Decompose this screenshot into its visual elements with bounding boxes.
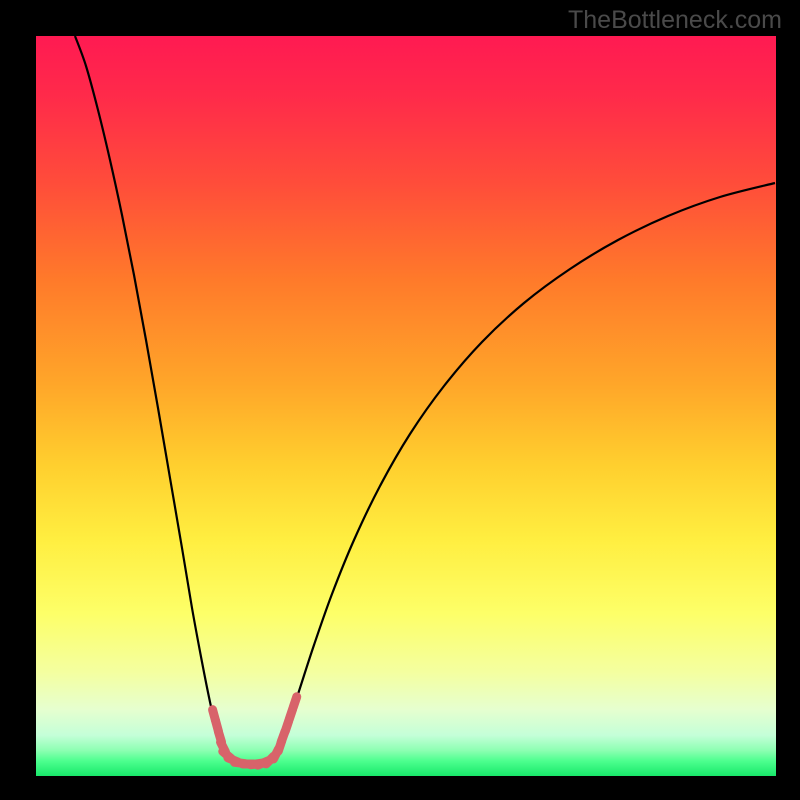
highlight-mark	[293, 697, 296, 707]
watermark-text: TheBottleneck.com	[568, 6, 782, 35]
bottleneck-chart	[0, 0, 800, 800]
chart-wrapper: TheBottleneck.com	[0, 0, 800, 800]
plot-background	[36, 36, 776, 776]
